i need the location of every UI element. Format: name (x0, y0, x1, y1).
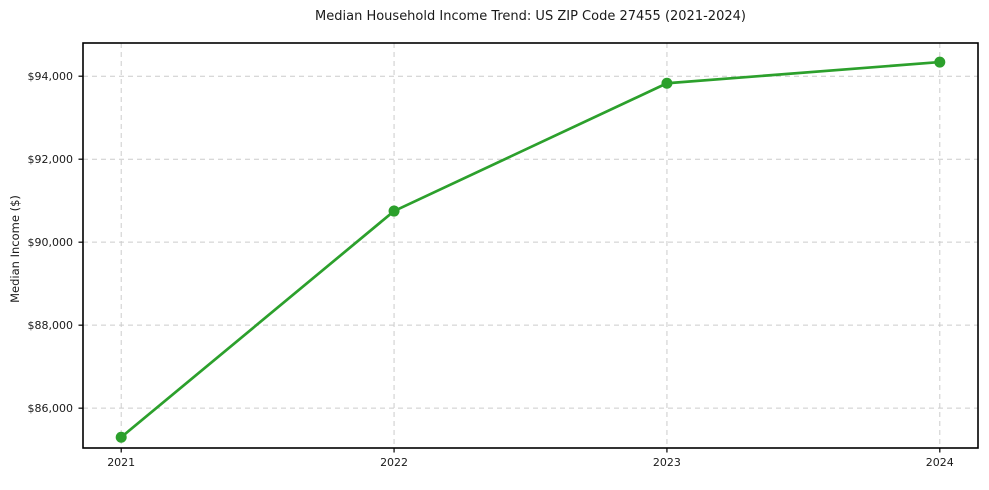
x-tick-label: 2023 (653, 456, 681, 469)
x-tick-label: 2022 (380, 456, 408, 469)
x-tick-label: 2021 (107, 456, 135, 469)
y-tick-label: $90,000 (28, 236, 74, 249)
y-tick-label: $94,000 (28, 70, 74, 83)
data-point-marker (661, 77, 673, 89)
data-point-marker (115, 431, 127, 443)
x-tick-label: 2024 (926, 456, 954, 469)
y-tick-label: $86,000 (28, 402, 74, 415)
income-trend-line (119, 60, 942, 439)
data-point-marker (388, 205, 400, 217)
y-tick-label: $92,000 (28, 153, 74, 166)
data-point-marker (934, 56, 946, 68)
plot-border (82, 42, 979, 449)
y-tick-label: $88,000 (28, 319, 74, 332)
chart-title: Median Household Income Trend: US ZIP Co… (315, 9, 746, 24)
